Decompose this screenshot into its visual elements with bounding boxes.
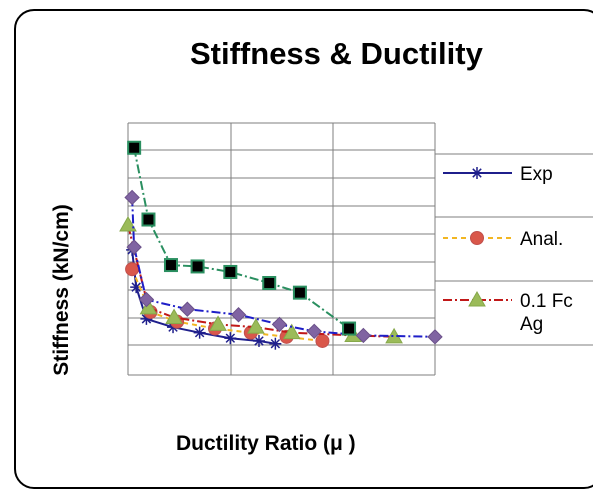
chart-frame [14,9,593,489]
data-point [209,315,227,331]
legend-label: Anal. [520,229,563,250]
data-point [230,307,247,323]
data-point [468,290,486,307]
data-point [125,262,140,277]
data-point [165,308,183,324]
data-point [269,337,282,350]
data-point [470,231,484,245]
data-point [224,332,237,345]
legend-label-line2: Ag [520,314,543,335]
data-point [271,316,288,333]
data-point [193,326,206,339]
legend [435,153,593,346]
data-point [119,216,137,232]
data-point [471,167,483,179]
data-point [427,329,443,345]
legend-entry: Anal. [443,229,563,250]
data-point [139,298,158,315]
data-point [141,212,156,227]
data-point [179,301,196,317]
data-point [292,285,307,300]
data-point [262,276,277,290]
series-unnamed-4 [127,140,357,336]
data-point [355,327,372,344]
series-line [133,147,350,330]
data-point [342,321,357,336]
legend-label: Exp [520,164,553,185]
data-point [126,239,142,255]
data-point [190,259,205,274]
x-axis-label: Ductility Ratio (μ ) [176,432,356,455]
data-point [247,318,265,334]
data-point [306,323,322,340]
legend-label: 0.1 Fc [520,291,573,312]
data-point [127,140,142,155]
data-point [315,333,330,348]
data-point [223,264,238,279]
data-point [138,291,155,308]
legend-entry: Exp [443,164,553,185]
data-point [282,323,301,340]
data-point [252,334,265,347]
data-point [163,258,178,273]
data-point [124,189,140,206]
chart-title: Stiffness & Ductility [190,36,483,71]
